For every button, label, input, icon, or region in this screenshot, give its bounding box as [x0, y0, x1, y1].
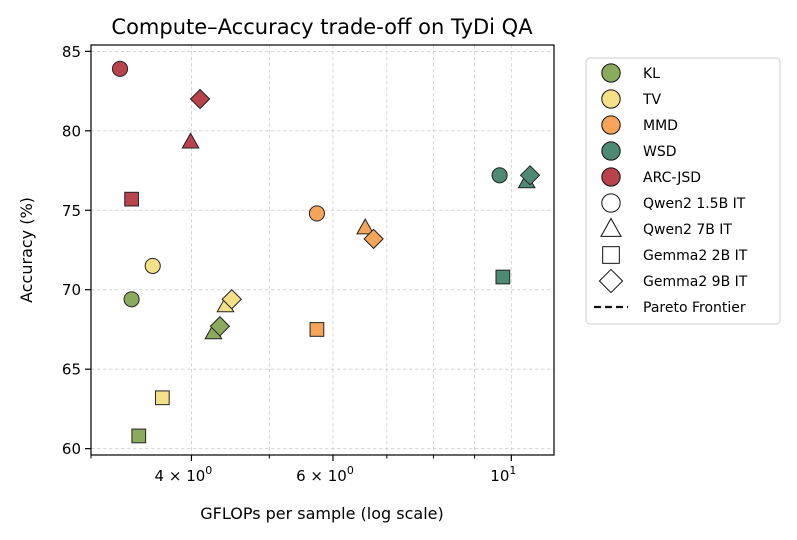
chart-title: Compute–Accuracy trade-off on TyDi QA [111, 15, 533, 39]
legend-label-gemma2-2b-it: Gemma2 2B IT [643, 248, 748, 264]
x-axis-label: GFLOPs per sample (log scale) [200, 504, 443, 523]
point-mmd-qwen2-1-5b-it [308, 205, 325, 222]
point-arc-jsd-gemma2-2b-it [124, 191, 139, 207]
y-tick-label: 80 [62, 122, 81, 140]
legend-label-arc-jsd: ARC-JSD [643, 170, 701, 186]
y-tick-label: 60 [62, 440, 81, 458]
point-arc-jsd-gemma2-9b-it [189, 88, 211, 110]
point-mmd-gemma2-9b-it [363, 228, 384, 250]
legend-marker-mmd [601, 115, 621, 135]
y-axis-label: Accuracy (%) [17, 197, 36, 303]
point-tv-gemma2-9b-it [221, 289, 243, 310]
legend-label-kl: KL [643, 66, 660, 82]
x-tick-label: 101 [490, 464, 516, 485]
legend-marker-arc-jsd [601, 167, 621, 187]
x-tick-label: 4 × 100 [155, 464, 213, 485]
plot-frame [90, 44, 555, 456]
legend-label-tv: TV [642, 92, 662, 108]
y-tick-label: 85 [62, 43, 81, 61]
legend-marker-square [602, 246, 620, 264]
legend-marker-triangle [600, 217, 622, 237]
point-mmd-qwen2-7b-it [356, 218, 375, 235]
point-mmd-gemma2-2b-it [309, 322, 325, 337]
legend-marker-wsd [601, 141, 621, 161]
x-tick-label: 6 × 100 [296, 464, 354, 485]
legend-marker-circle [601, 193, 621, 213]
point-kl-gemma2-9b-it [209, 316, 231, 337]
axis-ticks: 4 × 100 6 × 100 101 60 65 70 75 80 85 [62, 43, 516, 485]
point-wsd-qwen2-1-5b-it [491, 167, 508, 184]
legend-marker-diamond [598, 268, 624, 294]
point-wsd-gemma2-2b-it [495, 269, 511, 285]
point-arc-jsd-qwen2-1-5b-it [111, 60, 129, 77]
legend: KL TV MMD WSD ARC-JSD Qwen2 1.5B IT Qwen2 7B I… [585, 57, 781, 325]
y-tick-label: 65 [62, 361, 81, 379]
point-kl-gemma2-2b-it [131, 428, 147, 444]
legend-label-qwen2-7b-it: Qwen2 7B IT [643, 222, 732, 238]
point-tv-qwen2-1-5b-it [144, 257, 161, 274]
legend-label-qwen2-1-5b-it: Qwen2 1.5B IT [643, 196, 746, 212]
legend-label-pareto-frontier: Pareto Frontier [643, 300, 746, 316]
legend-label-wsd: WSD [643, 144, 677, 160]
point-tv-gemma2-2b-it [154, 390, 170, 406]
legend-marker-tv [601, 89, 621, 109]
point-wsd-gemma2-9b-it [519, 165, 541, 186]
legend-marker-kl [601, 63, 621, 83]
y-tick-label: 75 [62, 202, 81, 220]
y-tick-label: 70 [62, 281, 81, 299]
legend-label-gemma2-9b-it: Gemma2 9B IT [643, 274, 748, 290]
point-kl-qwen2-1-5b-it [123, 291, 140, 308]
legend-box [585, 57, 781, 325]
point-arc-jsd-qwen2-7b-it [181, 132, 200, 149]
data-points [111, 60, 541, 444]
legend-label-mmd: MMD [643, 118, 678, 134]
